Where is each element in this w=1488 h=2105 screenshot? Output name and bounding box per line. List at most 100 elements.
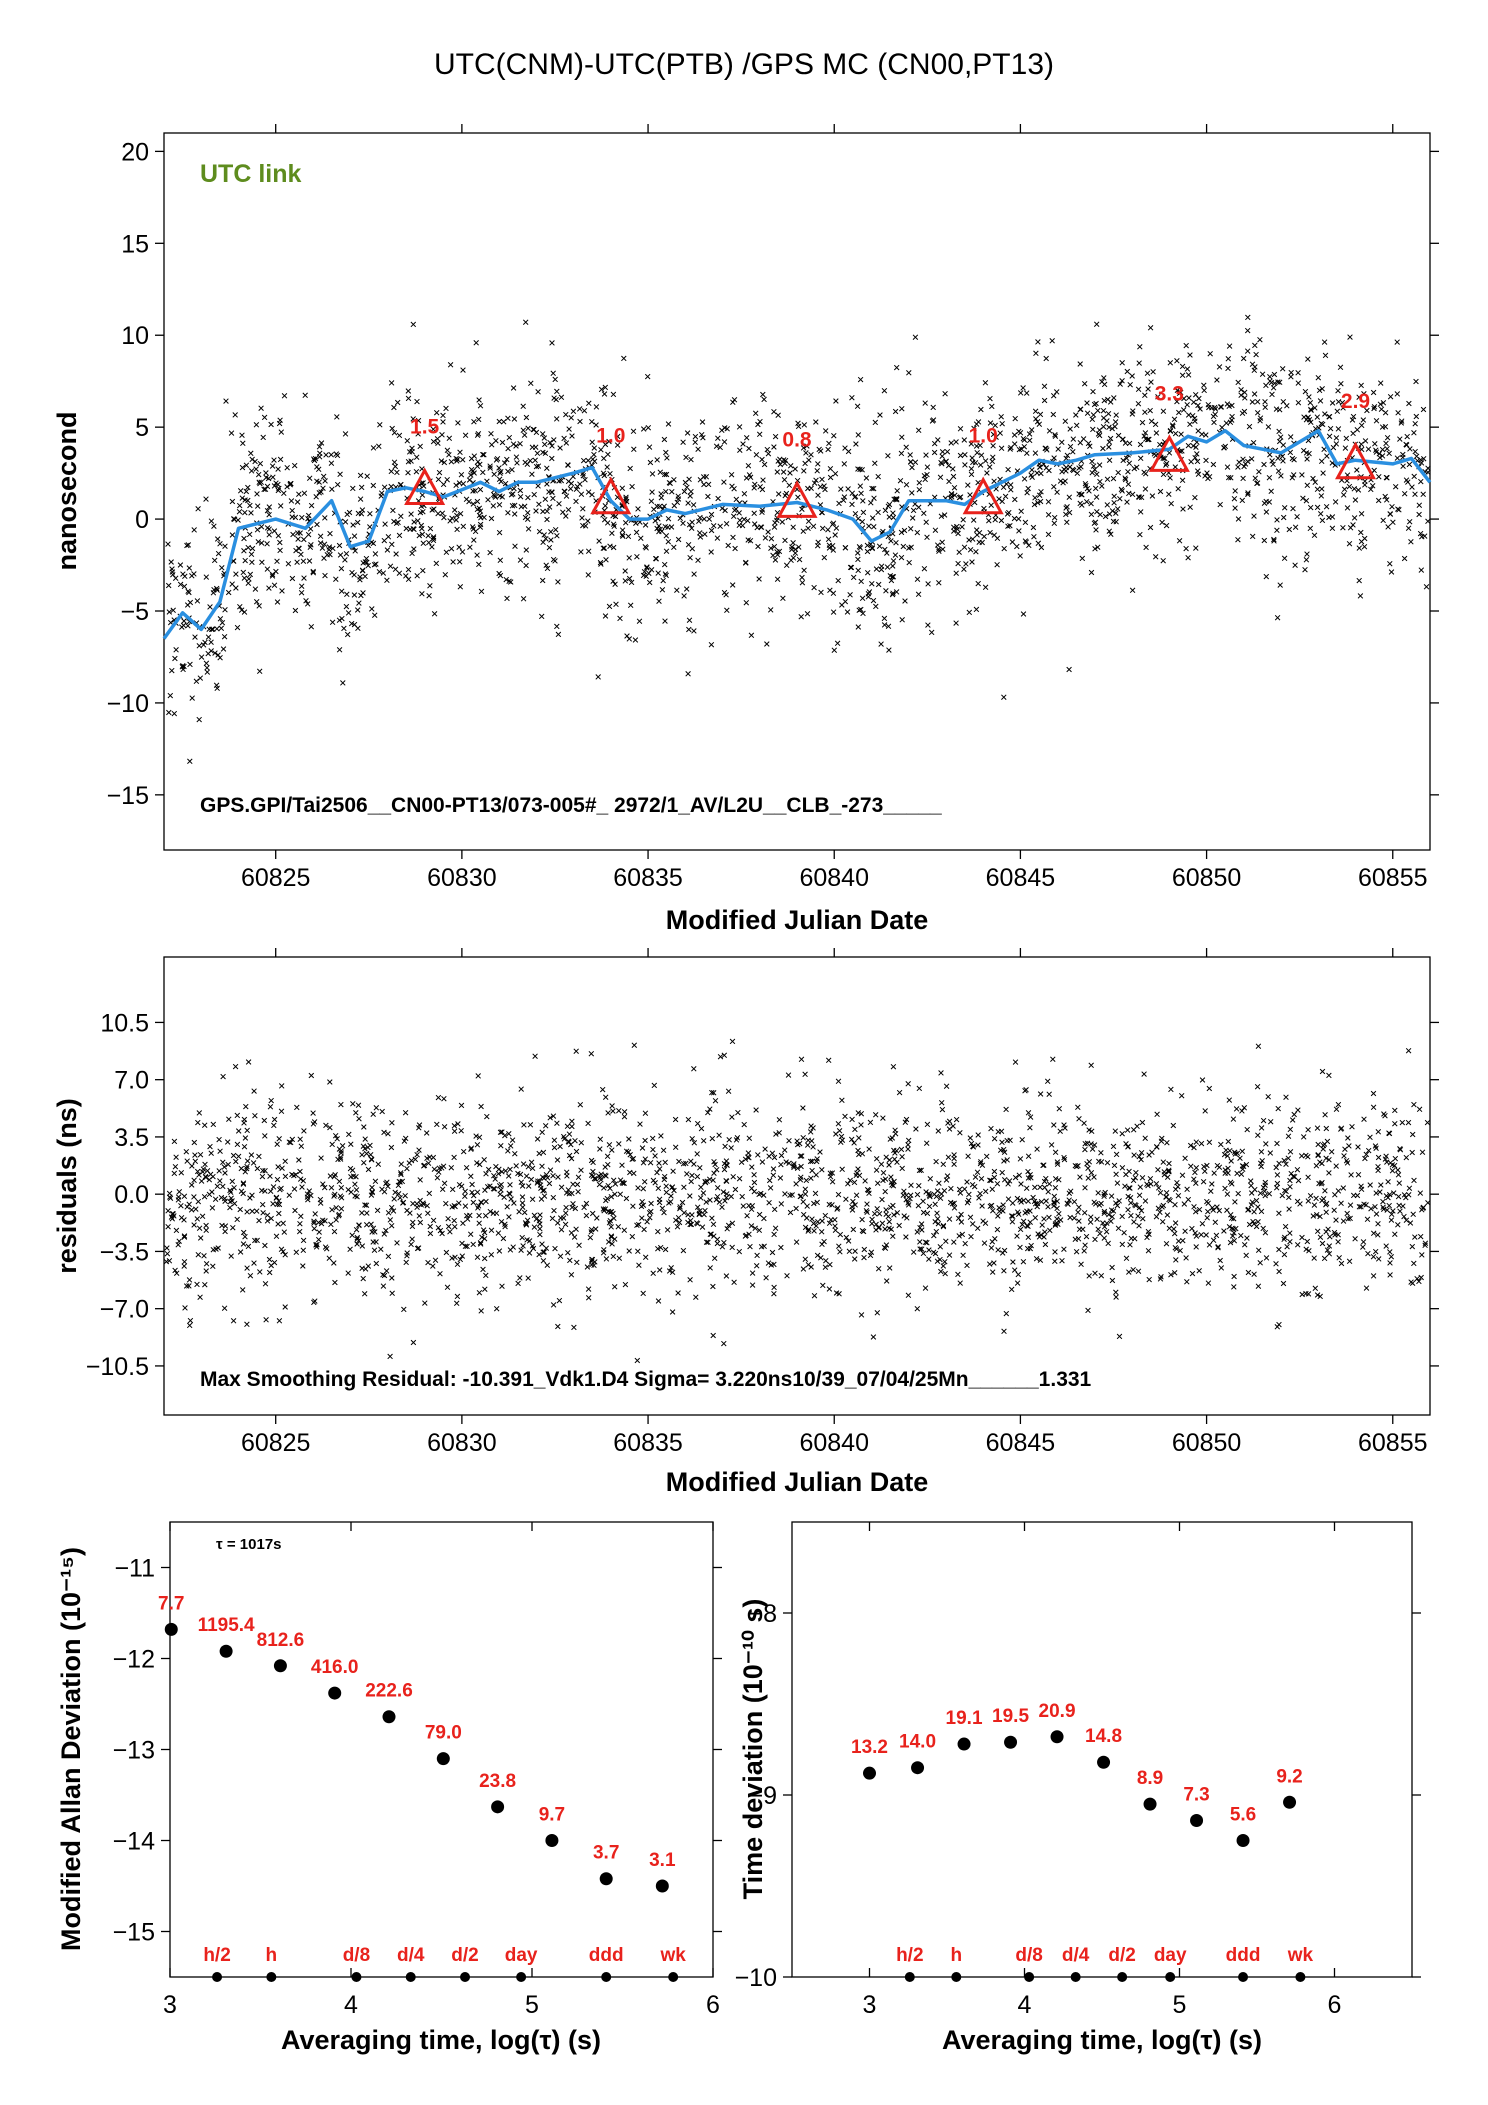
data-point (338, 1206, 345, 1212)
tau-marker-label: wk (660, 1945, 687, 1966)
data-point (808, 451, 814, 458)
data-point (888, 577, 895, 584)
data-point (256, 1153, 262, 1160)
data-point (1022, 519, 1029, 526)
data-point (271, 528, 278, 534)
data-point (703, 1199, 709, 1205)
data-point (1179, 477, 1186, 484)
data-point (1010, 1259, 1016, 1265)
data-point (205, 650, 211, 657)
data-point (1145, 436, 1152, 443)
data-point (1211, 419, 1217, 426)
data-point (676, 1158, 682, 1165)
data-point (542, 1123, 549, 1129)
data-point (1386, 1191, 1393, 1198)
data-point (388, 380, 395, 386)
data-point (630, 1203, 636, 1209)
data-point (532, 457, 538, 464)
data-point (898, 1146, 905, 1153)
data-point (953, 1116, 960, 1123)
data-point (181, 1217, 187, 1223)
data-point (304, 1194, 311, 1200)
data-point (242, 1135, 249, 1141)
data-point (244, 1158, 251, 1164)
data-point (800, 1105, 806, 1111)
data-point (358, 592, 364, 599)
data-point (656, 523, 662, 529)
data-point (1235, 379, 1241, 386)
data-point (337, 552, 344, 558)
data-point (855, 1166, 861, 1172)
data-point (1422, 1240, 1429, 1246)
data-point (343, 603, 350, 610)
data-point (627, 465, 633, 472)
data-point (593, 404, 600, 410)
data-point (746, 1154, 752, 1161)
data-point (1098, 1200, 1104, 1207)
data-point (1184, 402, 1190, 408)
data-point (534, 1180, 541, 1186)
data-point (333, 1205, 339, 1211)
data-point (487, 1208, 494, 1215)
data-point (1147, 1175, 1154, 1182)
data-point (312, 1211, 318, 1217)
data-point (388, 468, 395, 475)
data-point (474, 498, 481, 505)
data-point (1180, 1237, 1186, 1244)
data-point (761, 461, 768, 468)
data-point (998, 445, 1005, 452)
data-point (525, 526, 532, 532)
data-point (869, 1216, 875, 1223)
data-point (664, 1227, 671, 1233)
data-point (201, 1122, 208, 1128)
data-point (823, 1257, 829, 1264)
data-point (165, 1223, 171, 1230)
data-point (731, 397, 738, 403)
tau-marker-dot (405, 1972, 416, 1982)
data-point (1287, 1177, 1293, 1184)
data-point (1300, 495, 1306, 502)
data-point (655, 1185, 662, 1192)
data-point (1276, 1210, 1282, 1217)
data-point (887, 1204, 894, 1211)
data-point (626, 1248, 632, 1254)
data-point (210, 590, 217, 596)
data-point (388, 1144, 395, 1151)
data-point (585, 1286, 592, 1292)
data-point (1295, 399, 1302, 406)
axes: 60825 60830 60835 60840 60845 60850 6085520151… (107, 124, 1439, 892)
data-point (829, 1170, 836, 1176)
data-point (768, 545, 774, 551)
data-point (439, 1230, 445, 1237)
data-point (981, 505, 987, 512)
data-point (617, 1191, 624, 1197)
data-point (1358, 511, 1365, 517)
data-point (1045, 531, 1052, 538)
data-point (1230, 1116, 1237, 1122)
data-point (694, 1120, 701, 1127)
data-point (573, 1148, 580, 1155)
data-point (886, 1157, 893, 1163)
data-point (1357, 593, 1364, 599)
data-point (604, 464, 610, 470)
data-point (550, 1113, 557, 1119)
data-point (240, 1241, 247, 1247)
data-point (852, 1202, 858, 1208)
data-point (975, 1132, 981, 1138)
data-point (1168, 1086, 1174, 1093)
data-point (575, 1188, 581, 1195)
data-point (462, 1193, 468, 1200)
data-point (585, 548, 592, 554)
data-point (698, 1125, 705, 1132)
data-point (1365, 1250, 1371, 1257)
data-point (493, 1305, 500, 1312)
data-point (1322, 1188, 1328, 1194)
data-point (322, 515, 328, 521)
data-point (1287, 1149, 1294, 1155)
data-point (183, 1283, 190, 1289)
data-point (1284, 1243, 1290, 1250)
data-point (241, 535, 247, 542)
data-point (384, 547, 391, 553)
data-point (441, 1124, 448, 1130)
